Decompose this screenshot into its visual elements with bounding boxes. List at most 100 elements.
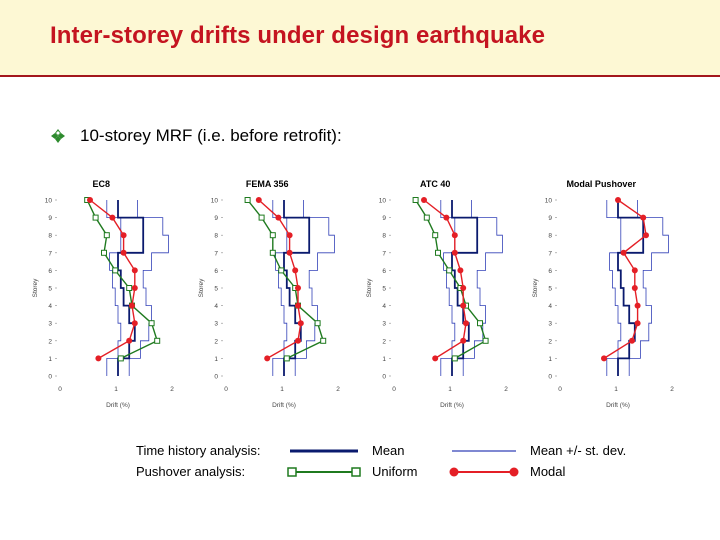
chart-title: ATC 40 xyxy=(420,179,450,189)
y-tick-label: 7 xyxy=(48,250,52,257)
y-tick-label: 2 xyxy=(382,338,386,345)
chart-panel: FEMA 356 0 1 2 3 4 5 6 7 8 9 10 0 1 2 Drift (%) Storey xyxy=(198,179,340,409)
modal-point xyxy=(129,302,135,309)
y-tick-label: 4 xyxy=(382,303,386,310)
y-tick-label: 7 xyxy=(548,250,552,257)
y-tick-label: 2 xyxy=(548,338,552,345)
std-dev-line xyxy=(462,200,503,376)
uniform-line xyxy=(247,199,325,360)
modal-point xyxy=(126,337,133,344)
y-tick-label: 2 xyxy=(48,338,52,345)
y-tick-label: 4 xyxy=(548,303,552,310)
uniform-point xyxy=(435,249,441,256)
bullet-item: 10-storey MRF (i.e. before retrofit): xyxy=(50,126,342,146)
std-dev-line xyxy=(128,200,169,376)
uniform-point xyxy=(258,214,265,221)
x-tick-label: 1 xyxy=(614,386,618,393)
chart-panel: ATC 40 0 1 2 3 4 5 6 7 8 9 10 0 1 2 Drift (%) Storey xyxy=(366,179,508,409)
modal-point xyxy=(457,267,464,274)
legend-std-label: Mean +/- st. dev. xyxy=(530,443,626,458)
uniform-point xyxy=(477,320,483,327)
y-tick-label: 9 xyxy=(214,215,218,222)
y-axis-label: Storey xyxy=(366,278,373,298)
chart-title: FEMA 356 xyxy=(246,179,289,189)
x-tick-label: 0 xyxy=(392,386,396,393)
x-axis-label: Drift (%) xyxy=(272,402,296,409)
modal-line xyxy=(423,199,467,359)
modal-point xyxy=(295,302,301,309)
x-tick-label: 2 xyxy=(336,386,340,393)
y-tick-label: 4 xyxy=(214,303,218,310)
modal-point xyxy=(460,302,467,309)
legend-row1-label: Time history analysis: xyxy=(136,443,261,458)
uniform-line xyxy=(415,199,487,360)
modal-point xyxy=(432,355,439,362)
modal-point xyxy=(629,337,635,344)
legend-uniform-label: Uniform xyxy=(372,464,418,479)
modal-line xyxy=(603,199,647,359)
x-tick-label: 2 xyxy=(170,386,174,393)
y-tick-label: 8 xyxy=(382,233,386,240)
y-tick-label: 5 xyxy=(548,286,552,293)
y-tick-label: 4 xyxy=(48,303,52,310)
chart-title: EC8 xyxy=(92,179,110,189)
modal-point xyxy=(634,302,641,309)
uniform-point xyxy=(412,197,419,203)
x-axis-label: Drift (%) xyxy=(106,402,130,409)
uniform-point xyxy=(154,337,161,344)
y-tick-label: 1 xyxy=(214,356,218,363)
y-tick-label: 5 xyxy=(382,286,386,293)
chart-panel: Modal Pushover 0 1 2 3 4 5 6 7 8 9 10 0 1 2 Drift (%) St… xyxy=(532,179,674,409)
uniform-point xyxy=(244,197,251,203)
y-tick-label: 1 xyxy=(548,356,552,363)
modal-point xyxy=(601,355,607,362)
y-tick-label: 0 xyxy=(382,374,386,381)
uniform-point xyxy=(117,355,124,362)
y-tick-label: 0 xyxy=(548,374,552,381)
modal-point xyxy=(95,355,102,362)
x-tick-label: 0 xyxy=(558,386,562,393)
modal-line xyxy=(258,199,302,360)
modal-point xyxy=(463,320,469,327)
uniform-point xyxy=(314,320,321,327)
bullet-text: 10-storey MRF (i.e. before retrofit): xyxy=(80,126,342,145)
x-tick-label: 1 xyxy=(114,386,118,393)
y-tick-label: 6 xyxy=(48,268,52,275)
modal-point xyxy=(109,214,116,221)
chart-panel: EC8 0 1 2 3 4 5 6 7 8 9 10 0 1 2 Drift (%) Storey xyxy=(32,179,174,409)
uniform-point xyxy=(92,214,99,221)
y-tick-label: 3 xyxy=(48,321,52,328)
y-tick-label: 6 xyxy=(214,268,218,275)
x-tick-label: 1 xyxy=(448,386,452,393)
modal-point xyxy=(640,214,647,221)
y-tick-label: 10 xyxy=(45,198,53,205)
x-tick-label: 0 xyxy=(224,386,228,393)
modal-point xyxy=(286,249,293,256)
modal-point xyxy=(292,267,299,274)
uniform-point xyxy=(451,355,458,362)
y-tick-label: 6 xyxy=(548,268,552,275)
y-tick-label: 0 xyxy=(48,374,52,381)
x-axis-label: Drift (%) xyxy=(440,402,464,409)
y-tick-label: 7 xyxy=(214,250,218,257)
modal-point xyxy=(460,285,467,291)
modal-point xyxy=(87,197,93,203)
modal-point xyxy=(620,249,627,256)
uniform-point xyxy=(278,267,285,274)
y-tick-label: 9 xyxy=(548,215,552,222)
y-tick-label: 9 xyxy=(382,215,386,222)
modal-point xyxy=(255,197,262,203)
y-tick-label: 5 xyxy=(48,286,52,293)
y-tick-label: 1 xyxy=(48,356,52,363)
legend-modal-marker-left xyxy=(449,467,459,477)
std-dev-line xyxy=(440,200,456,376)
modal-point xyxy=(443,214,450,221)
uniform-point xyxy=(446,267,453,274)
uniform-point xyxy=(112,267,119,274)
modal-point xyxy=(297,320,304,327)
std-dev-line xyxy=(606,200,622,376)
modal-point xyxy=(643,232,649,239)
y-axis-label: Storey xyxy=(198,278,205,298)
std-dev-line xyxy=(294,200,335,376)
y-tick-label: 10 xyxy=(379,198,387,205)
